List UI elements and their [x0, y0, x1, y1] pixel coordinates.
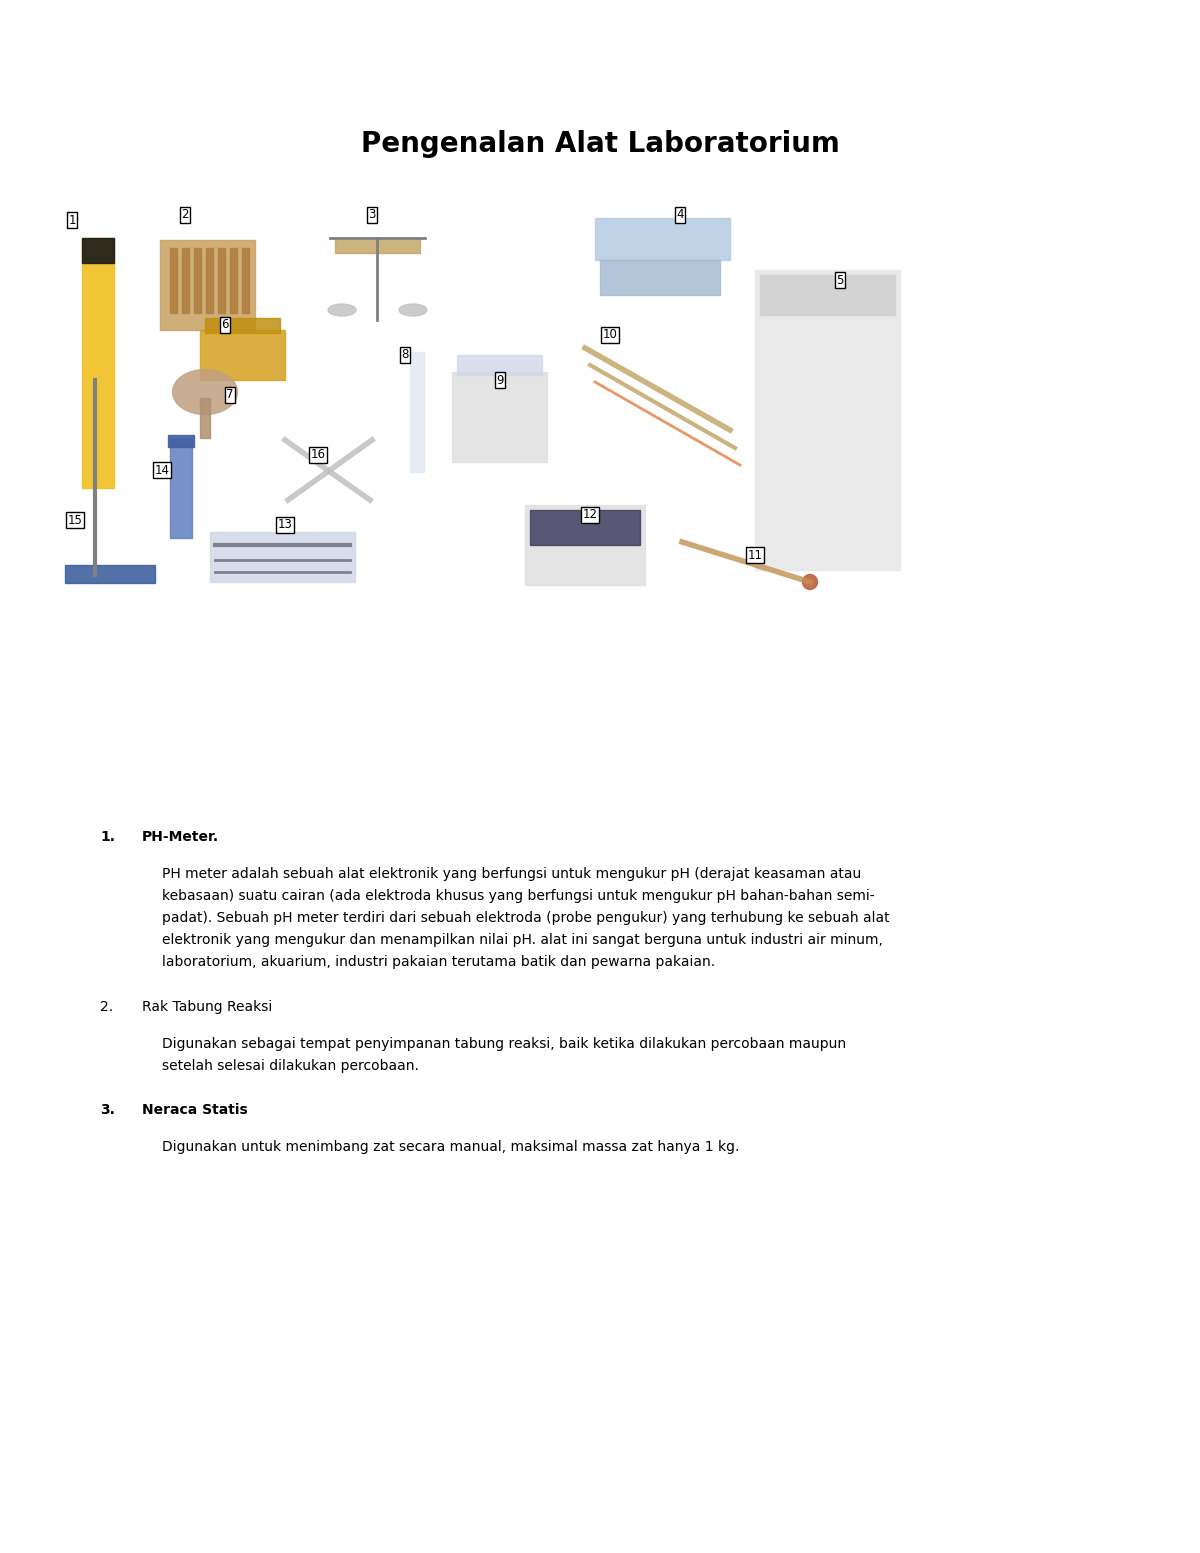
Bar: [160, 241, 254, 329]
Text: 4: 4: [677, 208, 684, 222]
Text: padat). Sebuah pH meter terdiri dari sebuah elektroda (probe pengukur) yang terh: padat). Sebuah pH meter terdiri dari seb…: [162, 912, 889, 926]
Ellipse shape: [173, 370, 238, 415]
Bar: [65, 565, 155, 582]
Text: laboratorium, akuarium, industri pakaian terutama batik dan pewarna pakaian.: laboratorium, akuarium, industri pakaian…: [162, 955, 715, 969]
Bar: [194, 248, 200, 314]
Bar: [82, 238, 114, 488]
Bar: [206, 248, 214, 314]
Bar: [168, 435, 194, 447]
Text: Neraca Statis: Neraca Statis: [142, 1103, 247, 1117]
Text: 12: 12: [582, 508, 598, 522]
Bar: [452, 373, 547, 461]
Bar: [242, 248, 250, 314]
Text: PH-Meter.: PH-Meter.: [142, 829, 220, 843]
Bar: [457, 356, 542, 374]
Text: 1.: 1.: [100, 829, 115, 843]
Bar: [230, 248, 236, 314]
Text: 2.: 2.: [100, 1000, 113, 1014]
Text: 2: 2: [181, 208, 188, 222]
Bar: [82, 238, 114, 262]
Bar: [200, 329, 286, 380]
Text: 3.: 3.: [100, 1103, 115, 1117]
Text: 3: 3: [368, 208, 376, 222]
Bar: [335, 238, 420, 253]
Bar: [595, 217, 730, 259]
Text: Digunakan untuk menimbang zat secara manual, maksimal massa zat hanya 1 kg.: Digunakan untuk menimbang zat secara man…: [162, 1140, 739, 1154]
Bar: [410, 353, 424, 472]
Bar: [530, 509, 640, 545]
Text: 7: 7: [227, 388, 234, 402]
Bar: [170, 438, 192, 537]
Bar: [182, 248, 190, 314]
Bar: [210, 533, 355, 582]
Text: setelah selesai dilakukan percobaan.: setelah selesai dilakukan percobaan.: [162, 1059, 419, 1073]
Bar: [760, 275, 895, 315]
Bar: [755, 270, 900, 570]
Ellipse shape: [328, 304, 356, 315]
Text: Pengenalan Alat Laboratorium: Pengenalan Alat Laboratorium: [360, 130, 840, 158]
Text: 10: 10: [602, 329, 618, 342]
Bar: [600, 259, 720, 295]
Text: kebasaan) suatu cairan (ada elektroda khusus yang berfungsi untuk mengukur pH ba: kebasaan) suatu cairan (ada elektroda kh…: [162, 888, 875, 902]
Text: PH meter adalah sebuah alat elektronik yang berfungsi untuk mengukur pH (derajat: PH meter adalah sebuah alat elektronik y…: [162, 867, 862, 881]
Text: elektronik yang mengukur dan menampilkan nilai pH. alat ini sangat berguna untuk: elektronik yang mengukur dan menampilkan…: [162, 933, 883, 947]
Text: 16: 16: [311, 449, 325, 461]
Ellipse shape: [398, 304, 427, 315]
Bar: [205, 318, 280, 332]
Bar: [170, 248, 178, 314]
Text: Rak Tabung Reaksi: Rak Tabung Reaksi: [142, 1000, 272, 1014]
Text: 1: 1: [68, 213, 76, 227]
Text: Digunakan sebagai tempat penyimpanan tabung reaksi, baik ketika dilakukan percob: Digunakan sebagai tempat penyimpanan tab…: [162, 1036, 846, 1050]
Text: 13: 13: [277, 519, 293, 531]
Text: 6: 6: [221, 318, 229, 331]
Ellipse shape: [803, 575, 817, 590]
Text: 8: 8: [401, 348, 409, 362]
Text: 14: 14: [155, 463, 169, 477]
Bar: [200, 398, 210, 438]
Text: 11: 11: [748, 548, 762, 562]
Text: 15: 15: [67, 514, 83, 526]
Bar: [526, 505, 646, 585]
Text: 5: 5: [836, 273, 844, 286]
Bar: [218, 248, 226, 314]
Text: 9: 9: [497, 374, 504, 387]
